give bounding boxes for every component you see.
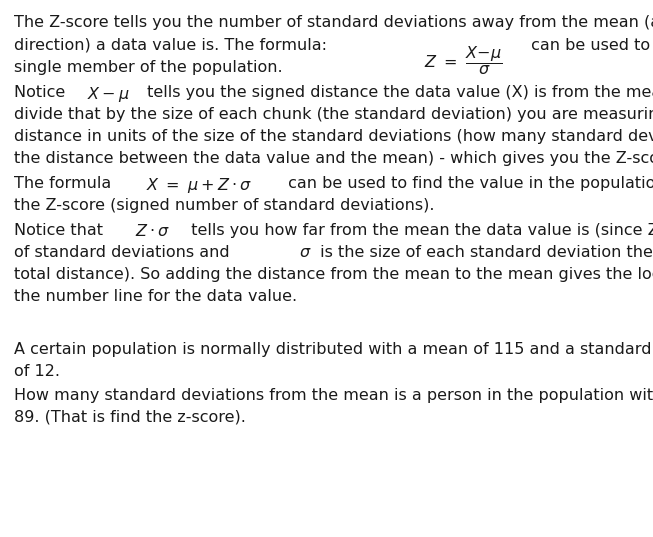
Text: Notice: Notice (14, 85, 71, 100)
Text: of standard deviations and: of standard deviations and (14, 245, 234, 260)
Text: $Z \ = \ \dfrac{X\!-\!\mu}{\sigma}$: $Z \ = \ \dfrac{X\!-\!\mu}{\sigma}$ (424, 44, 503, 77)
Text: The formula: The formula (14, 176, 116, 191)
Text: of 12.: of 12. (14, 364, 60, 379)
Text: direction) a data value is. The formula:: direction) a data value is. The formula: (14, 38, 332, 53)
Text: the number line for the data value.: the number line for the data value. (14, 289, 297, 304)
Text: distance in units of the size of the standard deviations (how many standard devi: distance in units of the size of the sta… (14, 129, 653, 144)
Text: tells you the signed distance the data value (X) is from the mean. When you: tells you the signed distance the data v… (142, 85, 653, 100)
Text: the distance between the data value and the mean) - which gives you the Z-score.: the distance between the data value and … (14, 151, 653, 166)
Text: can be used to find the value in the population when given: can be used to find the value in the pop… (283, 176, 653, 191)
Text: $\sigma$: $\sigma$ (299, 245, 311, 260)
Text: How many standard deviations from the mean is a person in the population with a : How many standard deviations from the me… (14, 388, 653, 403)
Text: total distance). So adding the distance from the mean to the mean gives the loca: total distance). So adding the distance … (14, 267, 653, 282)
Text: is the size of each standard deviation the product tells the: is the size of each standard deviation t… (315, 245, 653, 260)
Text: divide that by the size of each chunk (the standard deviation) you are measuring: divide that by the size of each chunk (t… (14, 107, 653, 122)
Text: $X \ = \ \mu + Z \cdot \sigma$: $X \ = \ \mu + Z \cdot \sigma$ (146, 176, 253, 195)
Text: tells you how far from the mean the data value is (since Z is the number: tells you how far from the mean the data… (181, 223, 653, 238)
Text: $X - \mu$: $X - \mu$ (87, 85, 129, 104)
Text: the Z-score (signed number of standard deviations).: the Z-score (signed number of standard d… (14, 198, 434, 213)
Text: single member of the population.: single member of the population. (14, 60, 283, 75)
Text: Notice that: Notice that (14, 223, 108, 238)
Text: can be used to find the Z-score for a: can be used to find the Z-score for a (526, 38, 653, 53)
Text: $Z \cdot \sigma$: $Z \cdot \sigma$ (135, 223, 170, 239)
Text: The Z-score tells you the number of standard deviations away from the mean (and : The Z-score tells you the number of stan… (14, 15, 653, 30)
Text: 89. (That is find the z-score).: 89. (That is find the z-score). (14, 410, 246, 425)
Text: A certain population is normally distributed with a mean of 115 and a standard d: A certain population is normally distrib… (14, 342, 653, 357)
